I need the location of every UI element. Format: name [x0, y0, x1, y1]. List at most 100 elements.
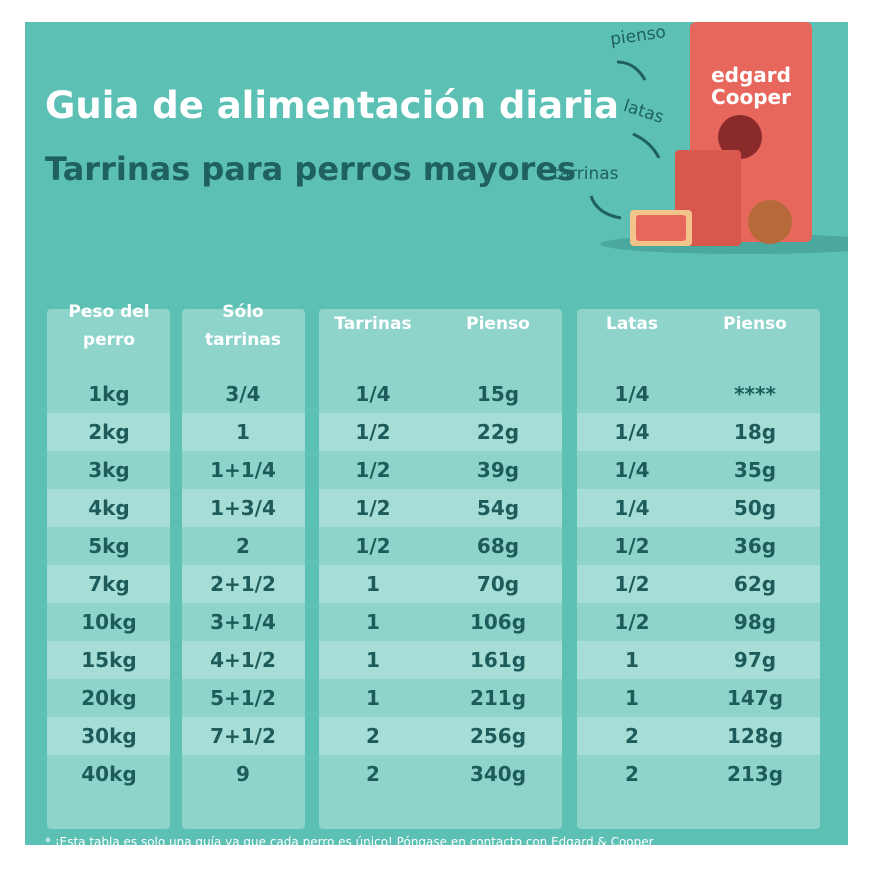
table-cell: 4kg: [88, 496, 130, 520]
row-stripe: [182, 489, 305, 527]
table-cell: 3+1/4: [210, 610, 276, 634]
table-cell: 2: [625, 762, 639, 786]
table-cell: 1+1/4: [210, 458, 276, 482]
table-cell: 147g: [726, 686, 784, 710]
panel: Guia de alimentación diaria Tarrinas par…: [25, 22, 848, 845]
table-cell: 5+1/2: [210, 686, 276, 710]
table-cell: 1: [366, 610, 380, 634]
subtitle: Tarrinas para perros mayores: [45, 150, 577, 188]
table-cell: 161g: [469, 648, 527, 672]
row-stripe: [319, 413, 562, 451]
svg-text:Cooper: Cooper: [711, 85, 791, 109]
row-stripe: [47, 717, 170, 755]
table-cell: 1/4: [614, 382, 650, 406]
column-header: Tarrinas: [334, 314, 412, 334]
table-cell: 1/4: [614, 420, 650, 444]
table-cell: 98g: [733, 610, 777, 634]
table-cell: 36g: [733, 534, 777, 558]
row-stripe: [577, 413, 820, 451]
table-cell: 128g: [726, 724, 784, 748]
table-cell: 1: [625, 686, 639, 710]
table-cell: 2: [366, 724, 380, 748]
row-stripe: [319, 717, 562, 755]
column-header: Sólo tarrinas: [205, 302, 281, 350]
row-stripe: [182, 641, 305, 679]
table-cell: 3/4: [225, 382, 261, 406]
svg-text:edgard: edgard: [711, 63, 791, 87]
table-cell: 15kg: [81, 648, 137, 672]
table-cell: 106g: [469, 610, 527, 634]
table-cell: 1/2: [355, 534, 391, 558]
footnote: * ¡Esta tabla es solo una guía ya que ca…: [45, 835, 654, 845]
row-stripe: [182, 565, 305, 603]
table-cell: 68g: [476, 534, 520, 558]
table-cell: 40kg: [81, 762, 137, 786]
row-stripe: [319, 565, 562, 603]
table-cell: 39g: [476, 458, 520, 482]
row-stripe: [577, 641, 820, 679]
table-cell: ****: [734, 382, 776, 406]
table-cell: 62g: [733, 572, 777, 596]
table-cell: 1/2: [614, 534, 650, 558]
table-cell: 35g: [733, 458, 777, 482]
table-cell: 30kg: [81, 724, 137, 748]
table-cell: 1: [236, 420, 250, 444]
product-illustration: edgard Cooper: [589, 22, 848, 254]
table-cell: 5kg: [88, 534, 130, 558]
table-cell: 1/4: [614, 496, 650, 520]
table-cell: 1: [625, 648, 639, 672]
table-cell: 213g: [726, 762, 784, 786]
row-stripe: [319, 489, 562, 527]
row-stripe: [47, 489, 170, 527]
row-stripe: [319, 641, 562, 679]
table-cell: 15g: [476, 382, 520, 406]
table-cell: 2+1/2: [210, 572, 276, 596]
table-cell: 1/2: [355, 420, 391, 444]
table-cell: 3kg: [88, 458, 130, 482]
row-stripe: [182, 717, 305, 755]
column-header: Latas: [605, 314, 659, 334]
table-cell: 1/2: [355, 458, 391, 482]
table-cell: 7+1/2: [210, 724, 276, 748]
row-stripe: [577, 717, 820, 755]
table-cell: 2kg: [88, 420, 130, 444]
table-cell: 10kg: [81, 610, 137, 634]
table-cell: 18g: [733, 420, 777, 444]
table-cell: 1/2: [614, 610, 650, 634]
table-cell: 1: [366, 648, 380, 672]
table-cell: 4+1/2: [210, 648, 276, 672]
column-header: Pienso: [466, 314, 530, 334]
table-cell: 1+3/4: [210, 496, 276, 520]
table-cell: 1kg: [88, 382, 130, 406]
row-stripe: [577, 489, 820, 527]
table-cell: 2: [625, 724, 639, 748]
row-stripe: [47, 565, 170, 603]
column-header: Pienso: [723, 314, 787, 334]
table-cell: 1: [366, 572, 380, 596]
table-cell: 256g: [469, 724, 527, 748]
row-stripe: [182, 413, 305, 451]
row-stripe: [47, 413, 170, 451]
row-stripe: [577, 565, 820, 603]
table-cell: 1/4: [355, 382, 391, 406]
table-cell: 2: [366, 762, 380, 786]
table-cell: 50g: [733, 496, 777, 520]
table-cell: 20kg: [81, 686, 137, 710]
column-header: Peso del perro: [68, 302, 150, 350]
table-cell: 340g: [469, 762, 527, 786]
table-cell: 1: [366, 686, 380, 710]
table-cell: 22g: [476, 420, 520, 444]
row-stripe: [47, 641, 170, 679]
tub-label: tarrinas: [553, 164, 619, 184]
table-cell: 7kg: [88, 572, 130, 596]
title: Guia de alimentación diaria: [45, 84, 619, 127]
table-cell: 70g: [476, 572, 520, 596]
table-cell: 54g: [476, 496, 520, 520]
table-cell: 1/4: [614, 458, 650, 482]
table-cell: 211g: [469, 686, 527, 710]
table-cell: 1/2: [355, 496, 391, 520]
table-cell: 9: [236, 762, 250, 786]
table-cell: 97g: [733, 648, 777, 672]
table-cell: 1/2: [614, 572, 650, 596]
